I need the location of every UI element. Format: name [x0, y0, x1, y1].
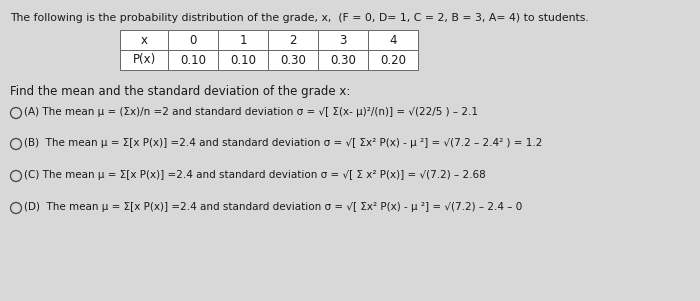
Circle shape	[10, 203, 22, 213]
Text: 2: 2	[289, 33, 297, 46]
Bar	[120, 50, 168, 70]
Text: Find the mean and the standard deviation of the grade x:: Find the mean and the standard deviation…	[10, 85, 351, 98]
Text: (A) The mean μ = (Σx)/n =2 and standard deviation σ = √[ Σ(x- μ)²/(n)] = √(22/5 : (A) The mean μ = (Σx)/n =2 and standard …	[25, 107, 479, 117]
Text: (D)  The mean μ = Σ[x P(x)] =2.4 and standard deviation σ = √[ Σx² P(x) - μ ²] =: (D) The mean μ = Σ[x P(x)] =2.4 and stan…	[25, 202, 523, 212]
Bar	[268, 50, 318, 70]
Text: (C) The mean μ = Σ[x P(x)] =2.4 and standard deviation σ = √[ Σ x² P(x)] = √(7.2: (C) The mean μ = Σ[x P(x)] =2.4 and stan…	[25, 170, 486, 180]
Text: 0.10: 0.10	[230, 54, 256, 67]
Circle shape	[10, 107, 22, 119]
Text: 0.10: 0.10	[180, 54, 206, 67]
Text: x: x	[141, 33, 148, 46]
Text: 1: 1	[239, 33, 246, 46]
Bar	[318, 50, 368, 70]
Bar	[168, 50, 218, 70]
Text: 0: 0	[189, 33, 197, 46]
Bar	[218, 30, 268, 50]
Bar	[368, 30, 418, 50]
Bar	[218, 50, 268, 70]
Circle shape	[10, 138, 22, 150]
Text: The following is the probability distribution of the grade, x,  (F = 0, D= 1, C : The following is the probability distrib…	[10, 13, 589, 23]
Text: (B)  The mean μ = Σ[x P(x)] =2.4 and standard deviation σ = √[ Σx² P(x) - μ ²] =: (B) The mean μ = Σ[x P(x)] =2.4 and stan…	[25, 138, 543, 148]
Text: 0.20: 0.20	[380, 54, 406, 67]
Bar	[368, 50, 418, 70]
Bar	[318, 30, 368, 50]
Bar	[168, 30, 218, 50]
Text: P(x): P(x)	[132, 54, 155, 67]
Text: 3: 3	[340, 33, 346, 46]
Circle shape	[10, 170, 22, 182]
Text: 4: 4	[389, 33, 397, 46]
Bar	[120, 30, 168, 50]
Bar	[268, 30, 318, 50]
Text: 0.30: 0.30	[330, 54, 356, 67]
Text: 0.30: 0.30	[280, 54, 306, 67]
